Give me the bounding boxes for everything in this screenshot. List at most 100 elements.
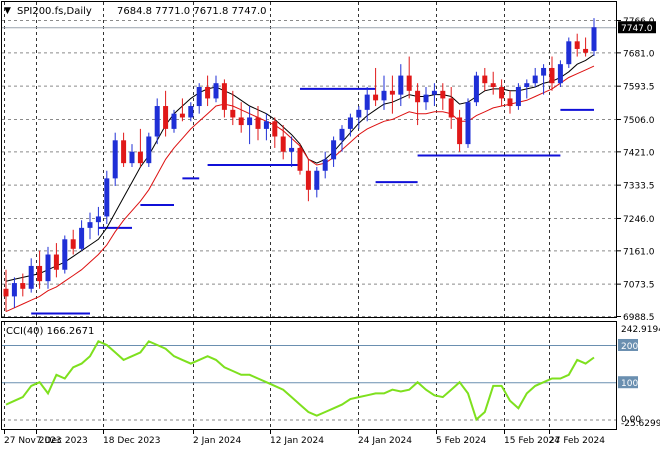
date-label: 27 Nov 2023 bbox=[4, 436, 62, 446]
candle-body bbox=[591, 27, 597, 51]
candle-body bbox=[230, 109, 236, 118]
date-label: 7 Dec 2023 bbox=[36, 436, 88, 446]
candle-body bbox=[499, 87, 505, 99]
candle-body bbox=[566, 41, 572, 65]
grid-lines bbox=[2, 2, 616, 429]
candle-body bbox=[121, 140, 127, 164]
candle-body bbox=[137, 151, 143, 164]
candle-body bbox=[322, 159, 328, 171]
candle-body bbox=[431, 90, 437, 95]
symbol-label: SPI200.fs,Daily bbox=[17, 6, 92, 17]
price-label: 7333.5 bbox=[623, 182, 655, 192]
price-label: 7073.5 bbox=[623, 281, 655, 291]
candle-body bbox=[423, 94, 429, 103]
candle-body bbox=[515, 87, 521, 107]
candle-body bbox=[583, 48, 589, 53]
candle-body bbox=[406, 75, 412, 91]
candle-body bbox=[37, 265, 43, 282]
candle-body bbox=[205, 87, 211, 99]
cci-level-label: 100 bbox=[621, 379, 638, 389]
candle-body bbox=[289, 147, 295, 152]
trailing-stop-line bbox=[31, 87, 594, 315]
candle-body bbox=[557, 64, 563, 84]
date-label: 24 Jan 2024 bbox=[358, 436, 412, 446]
candlesticks bbox=[3, 18, 597, 312]
indicator-pane-frame bbox=[1, 321, 617, 430]
candle-body bbox=[247, 117, 253, 126]
candle-body bbox=[331, 140, 337, 160]
candle-body bbox=[532, 75, 538, 84]
cci-level-tag bbox=[618, 338, 638, 351]
candle-body bbox=[297, 147, 303, 171]
cci-level-tag bbox=[618, 376, 638, 389]
candle-body bbox=[389, 90, 395, 95]
cci-axis-label: 0.00 bbox=[621, 415, 641, 425]
indicator-title: CCI(40) 166.2671 bbox=[6, 326, 94, 337]
cci-level-label: 200 bbox=[621, 342, 638, 352]
candle-body bbox=[440, 90, 446, 99]
candle-body bbox=[541, 67, 547, 76]
candle-body bbox=[179, 113, 185, 118]
indicator-axis: 242.9194 200 100 0.00-25.6299 bbox=[618, 325, 660, 429]
date-label: 15 Feb 2024 bbox=[504, 436, 560, 446]
candle-body bbox=[79, 227, 85, 249]
candle-body bbox=[347, 117, 353, 129]
candle-body bbox=[129, 151, 135, 164]
moving-averages bbox=[5, 54, 595, 313]
candle-body bbox=[398, 75, 404, 95]
candle-body bbox=[473, 75, 479, 103]
date-label: 12 Jan 2024 bbox=[270, 436, 324, 446]
date-label: 18 Dec 2023 bbox=[103, 436, 161, 446]
candle-body bbox=[62, 239, 68, 270]
candle-body bbox=[238, 117, 244, 126]
cci-level-lines bbox=[2, 344, 616, 421]
candle-body bbox=[3, 288, 9, 297]
price-label: 6988.5 bbox=[623, 313, 655, 323]
candle-body bbox=[280, 136, 286, 152]
current-price-box bbox=[618, 21, 656, 34]
candle-body bbox=[45, 254, 51, 282]
candle-body bbox=[146, 136, 152, 164]
candle-body bbox=[263, 121, 269, 129]
cci-axis-label: -25.6299 bbox=[621, 419, 660, 429]
candle-body bbox=[415, 90, 421, 103]
price-label: 7246.0 bbox=[623, 215, 655, 225]
cci-line bbox=[5, 340, 595, 422]
candle-body bbox=[154, 106, 160, 137]
ohlc-values: 7684.8 7771.0 7671.8 7747.0 bbox=[117, 6, 267, 17]
candle-body bbox=[87, 222, 93, 228]
candle-body bbox=[104, 178, 110, 217]
price-label: 7161.0 bbox=[623, 247, 655, 257]
candle-body bbox=[465, 102, 471, 145]
main-pane-frame bbox=[1, 1, 617, 318]
candle-body bbox=[53, 254, 59, 270]
candle-body bbox=[574, 41, 580, 49]
price-label: 7506.0 bbox=[623, 116, 655, 126]
candle-body bbox=[272, 121, 278, 137]
header-triangle-icon[interactable]: ▼ bbox=[4, 6, 11, 16]
candle-body bbox=[448, 98, 454, 118]
price-label: 7681.0 bbox=[623, 49, 655, 59]
candle-body bbox=[381, 90, 387, 101]
candle-body bbox=[255, 117, 261, 129]
candle-body bbox=[305, 170, 311, 190]
candle-body bbox=[171, 113, 177, 129]
candle-body bbox=[221, 83, 227, 110]
price-axis: 7766.07681.07593.57506.07421.07333.57246… bbox=[617, 17, 655, 323]
cci-axis-label: 242.9194 bbox=[621, 325, 660, 335]
candle-body bbox=[11, 283, 17, 297]
candle-body bbox=[28, 265, 34, 289]
candle-body bbox=[314, 170, 320, 190]
ma-red-line bbox=[5, 65, 595, 313]
current-price-tag: 7747.0 bbox=[618, 21, 656, 34]
candle-body bbox=[95, 216, 101, 223]
candle-body bbox=[457, 117, 463, 145]
candle-body bbox=[112, 140, 118, 179]
candle-body bbox=[524, 83, 530, 88]
candle-body bbox=[549, 67, 555, 84]
candle-body bbox=[196, 87, 202, 107]
candle-body bbox=[213, 83, 219, 99]
cci-polyline bbox=[5, 340, 595, 422]
